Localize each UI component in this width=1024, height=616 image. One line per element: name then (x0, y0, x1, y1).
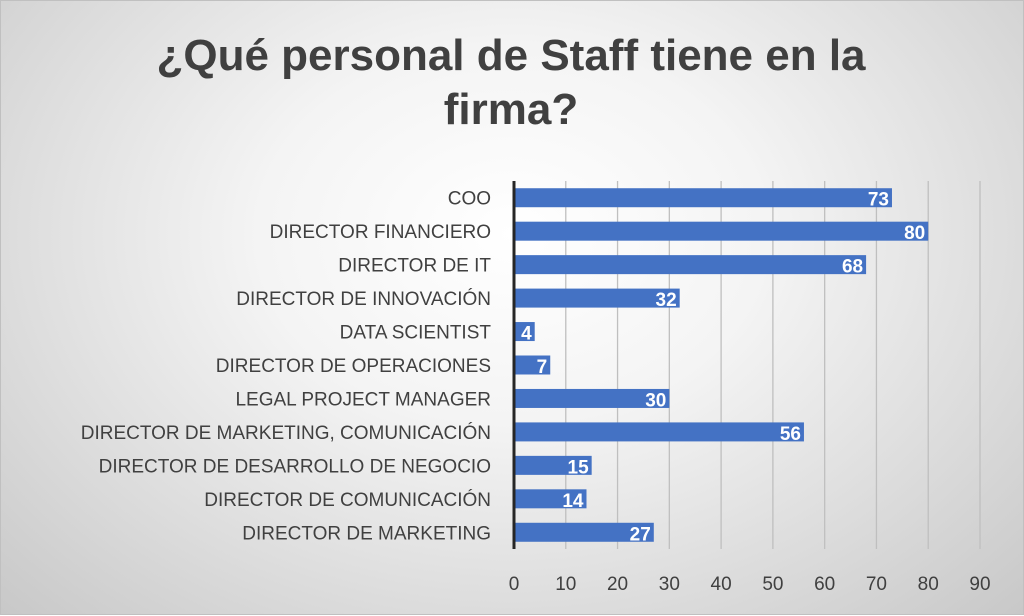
category-label: DIRECTOR DE INNOVACIÓN (236, 288, 491, 310)
bar (514, 388, 670, 408)
x-tick-label: 80 (918, 574, 939, 595)
bar (514, 355, 551, 375)
category-label: COO (448, 189, 491, 210)
category-label: DIRECTOR DE MARKETING (242, 523, 491, 544)
x-tick-label: 20 (607, 574, 628, 595)
data-label: 32 (656, 290, 677, 311)
data-label: 7 (537, 357, 548, 378)
category-label: DIRECTOR DE MARKETING, COMUNICACIÓN (81, 422, 491, 444)
data-label: 15 (568, 457, 590, 478)
data-label: 27 (630, 524, 651, 545)
data-label: 56 (780, 424, 801, 445)
bars (514, 188, 929, 542)
chart-title: ¿Qué personal de Staff tiene en la firma… (156, 31, 866, 134)
x-tick-label: 70 (866, 574, 887, 595)
x-tick-label: 90 (969, 574, 990, 595)
x-tick-label: 50 (762, 574, 783, 595)
bar (514, 455, 592, 475)
labels: COO 73 DIRECTOR FINANCIERO 80 DIRECTOR DE IT… (81, 189, 991, 595)
category-label: LEGAL PROJECT MANAGER (235, 389, 491, 410)
x-tick-label: 10 (555, 574, 576, 595)
data-label: 73 (868, 190, 889, 211)
bar (514, 489, 587, 509)
x-tick-label: 40 (711, 574, 732, 595)
x-tick-label: 0 (509, 574, 520, 595)
x-tick-label: 60 (814, 574, 835, 595)
data-label: 68 (842, 257, 863, 278)
category-label: DIRECTOR DE OPERACIONES (216, 356, 491, 377)
gridlines (565, 181, 981, 549)
data-label: 14 (562, 491, 584, 512)
bar (514, 522, 654, 542)
category-label: DIRECTOR FINANCIERO (270, 222, 491, 243)
category-label: DIRECTOR DE COMUNICACIÓN (204, 489, 491, 511)
x-tick-label: 30 (659, 574, 680, 595)
data-label: 80 (904, 223, 925, 244)
bar (514, 288, 680, 308)
bar (514, 322, 535, 342)
bar (514, 221, 929, 241)
data-label: 30 (645, 390, 666, 411)
category-label: DIRECTOR DE DESARROLLO DE NEGOCIO (99, 456, 491, 477)
bar (514, 255, 867, 275)
bar (514, 422, 804, 442)
category-label: DIRECTOR DE IT (338, 256, 491, 277)
category-label: DATA SCIENTIST (340, 323, 492, 344)
data-label: 4 (521, 324, 532, 345)
bar (514, 188, 892, 208)
